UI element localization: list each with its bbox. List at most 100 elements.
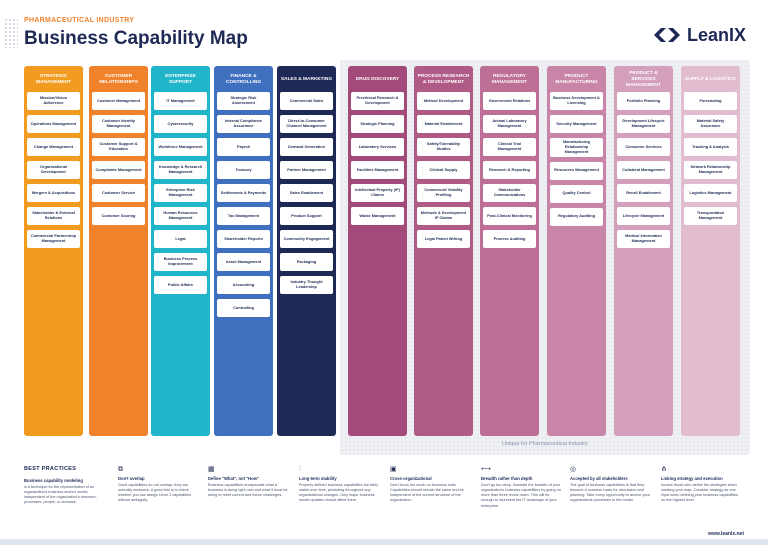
capability-box[interactable]: Workforce Management bbox=[154, 138, 207, 156]
dot-pattern bbox=[4, 18, 18, 48]
capability-box[interactable]: Safety/Tolerability Studies bbox=[417, 138, 470, 156]
capability-box[interactable]: Partner Management bbox=[280, 161, 333, 179]
best-practice-intro-text: is a technique for the representation of… bbox=[24, 485, 97, 505]
capability-box[interactable]: Demand Generation bbox=[280, 138, 333, 156]
capability-box[interactable]: Preclinical Research & Development bbox=[351, 92, 404, 110]
capability-box[interactable]: Commercial Sales bbox=[280, 92, 333, 110]
capability-box[interactable]: Commercial Viability Profiling bbox=[417, 184, 470, 202]
capability-box[interactable]: IT Management bbox=[154, 92, 207, 110]
capability-box[interactable]: Stakeholder & External Relations bbox=[27, 207, 80, 225]
capability-box[interactable]: Resources Management bbox=[550, 161, 603, 180]
capability-box[interactable]: Method Development bbox=[417, 92, 470, 110]
capability-box[interactable]: Knowledge & Research Management bbox=[154, 161, 207, 179]
capability-box[interactable]: Strategic Planning bbox=[351, 115, 404, 133]
capability-box[interactable]: Organizational Development bbox=[27, 161, 80, 179]
capability-box[interactable]: Strategic Risk Assessment bbox=[217, 92, 270, 110]
capability-column: SUPPLY & LOGISTICS Forecasting Material Sa… bbox=[681, 66, 740, 436]
capability-box[interactable]: Enterprise Risk Management bbox=[154, 184, 207, 202]
capability-box[interactable]: Methods & Development IP Claims bbox=[417, 207, 470, 225]
capability-box[interactable]: Direct-to-Consumer Channel Management bbox=[280, 115, 333, 133]
capability-box[interactable]: Security Management bbox=[550, 115, 603, 133]
capability-box[interactable]: Legal bbox=[154, 230, 207, 248]
capability-box[interactable]: Business Development & Licensing bbox=[550, 92, 603, 110]
capability-box[interactable]: Asset Management bbox=[217, 253, 270, 271]
capability-box[interactable]: Facilities Management bbox=[351, 161, 404, 179]
capability-box[interactable]: Logistics Management bbox=[684, 184, 737, 202]
capability-box[interactable]: Sales Enablement bbox=[280, 184, 333, 202]
check-circle-icon: ◎ bbox=[570, 466, 577, 473]
capability-box[interactable]: Community Engagement bbox=[280, 230, 333, 248]
capability-box[interactable]: Change Management bbox=[27, 138, 80, 156]
capability-box[interactable]: Accounting bbox=[217, 276, 270, 294]
capability-box[interactable]: Settlements & Payments bbox=[217, 184, 270, 202]
capability-box[interactable]: Forecasting bbox=[684, 92, 737, 110]
capability-box[interactable]: Customer Service bbox=[92, 184, 145, 202]
capability-box[interactable]: Customer Scoring bbox=[92, 207, 145, 225]
capability-box[interactable]: Human Resources Management bbox=[154, 207, 207, 225]
capability-box[interactable]: Stakeholder Communications bbox=[483, 184, 536, 202]
capability-box[interactable]: Commercial Partnership Management bbox=[27, 230, 80, 248]
capability-box[interactable]: Process Auditing bbox=[483, 230, 536, 248]
capability-box[interactable]: Government Relations bbox=[483, 92, 536, 110]
column-title: ENTERPRISE SUPPORT bbox=[165, 73, 196, 85]
capability-box[interactable]: Clinical Trial Management bbox=[483, 138, 536, 156]
capability-box[interactable]: Development Lifecycle Management bbox=[617, 115, 670, 133]
capability-box[interactable]: Laboratory Services bbox=[351, 138, 404, 156]
capability-box[interactable]: Customer Support & Education bbox=[92, 138, 145, 156]
capability-box[interactable]: Transportation Management bbox=[684, 207, 737, 225]
best-practice-head: Define "What", not "How" bbox=[208, 476, 259, 481]
capability-box[interactable]: Controlling bbox=[217, 299, 270, 317]
capability-columns: STRATEGIC MANAGEMENT Mission/Vision Adher… bbox=[24, 66, 744, 436]
capability-box[interactable]: Lifecycle Management bbox=[617, 207, 670, 225]
capability-box[interactable]: Post-Clinical Monitoring bbox=[483, 207, 536, 225]
capability-box[interactable]: Shareholder Reports bbox=[217, 230, 270, 248]
capability-box[interactable]: Customer Management bbox=[92, 92, 145, 110]
capability-box[interactable]: Clinical Supply bbox=[417, 161, 470, 179]
capability-box[interactable]: Treasury bbox=[217, 161, 270, 179]
best-practice-text: Good capabilities do not overlap: they a… bbox=[118, 483, 192, 503]
capability-box[interactable]: Medical Information Management bbox=[617, 230, 670, 248]
best-practice-intro: Business capability modeling is a techni… bbox=[24, 478, 106, 506]
footer-url[interactable]: www.leanix.net bbox=[708, 531, 744, 537]
capability-box[interactable]: Packaging bbox=[280, 253, 333, 271]
capability-box[interactable]: Regulatory Auditing bbox=[550, 207, 603, 226]
capability-box[interactable]: Product Support bbox=[280, 207, 333, 225]
capability-box[interactable]: Collateral Management bbox=[617, 161, 670, 179]
capability-box[interactable]: Internal Compliance Assurance bbox=[217, 115, 270, 133]
capability-box[interactable]: Cybersecurity bbox=[154, 115, 207, 133]
pharma-label: Unique for Pharmaceutical Industry bbox=[502, 441, 588, 447]
capability-box[interactable]: Complaints Management bbox=[92, 161, 145, 179]
best-practice-text: Don't go too deep. Illustrate the breadt… bbox=[481, 483, 561, 508]
capability-box[interactable]: Waste Management bbox=[351, 207, 404, 225]
hierarchy-icon: ⋔ bbox=[661, 466, 667, 473]
capability-box[interactable]: Material Safety Assurance bbox=[684, 115, 737, 133]
capability-box[interactable]: Operations Management bbox=[27, 115, 80, 133]
capability-box[interactable]: Public Affairs bbox=[154, 276, 207, 294]
capability-box[interactable]: Mission/Vision Adherence bbox=[27, 92, 80, 110]
capability-box[interactable]: Quality Control bbox=[550, 184, 603, 203]
capability-box[interactable]: Tracking & Analysis bbox=[684, 138, 737, 156]
capability-box[interactable]: Legal Patent Writing bbox=[417, 230, 470, 248]
capability-box[interactable]: Payroll bbox=[217, 138, 270, 156]
capability-box[interactable]: Industry Thought Leadership bbox=[280, 276, 333, 294]
capability-box[interactable]: Recall Enablement bbox=[617, 184, 670, 202]
capability-box[interactable]: Intellectual Property (IP) Claims bbox=[351, 184, 404, 202]
capability-box[interactable]: Animal Laboratory Management bbox=[483, 115, 536, 133]
column-title: SALES & MARKETING bbox=[280, 76, 333, 82]
best-practice-text: Business capabilities encapsulate what a… bbox=[208, 483, 288, 498]
best-practice-head: Linking strategy and execution bbox=[661, 476, 723, 481]
capability-box[interactable]: Research & Reporting bbox=[483, 161, 536, 179]
capability-box[interactable]: Material Enablement bbox=[417, 115, 470, 133]
column-title: PRODUCT & SERVICES MANAGEMENT bbox=[626, 70, 661, 89]
capability-box[interactable]: Tax Management bbox=[217, 207, 270, 225]
column-title: CUSTOMER RELATIONSHIPS bbox=[99, 73, 138, 85]
capability-box[interactable]: Business Process Improvement bbox=[154, 253, 207, 271]
capability-column: PROCESS RESEARCH & DEVELOPMENT Method Dev… bbox=[414, 66, 473, 436]
capability-box[interactable]: Mergers & Acquisitions bbox=[27, 184, 80, 202]
capability-box[interactable]: Portfolio Planning bbox=[617, 92, 670, 110]
best-practice-intro-head: Business capability modeling bbox=[24, 478, 83, 483]
capability-box[interactable]: Network Relationship Management bbox=[684, 161, 737, 179]
capability-box[interactable]: Customer Identity Management bbox=[92, 115, 145, 133]
capability-box[interactable]: Consumer Services bbox=[617, 138, 670, 156]
capability-box[interactable]: Manufacturing Relationship Management bbox=[550, 138, 603, 157]
